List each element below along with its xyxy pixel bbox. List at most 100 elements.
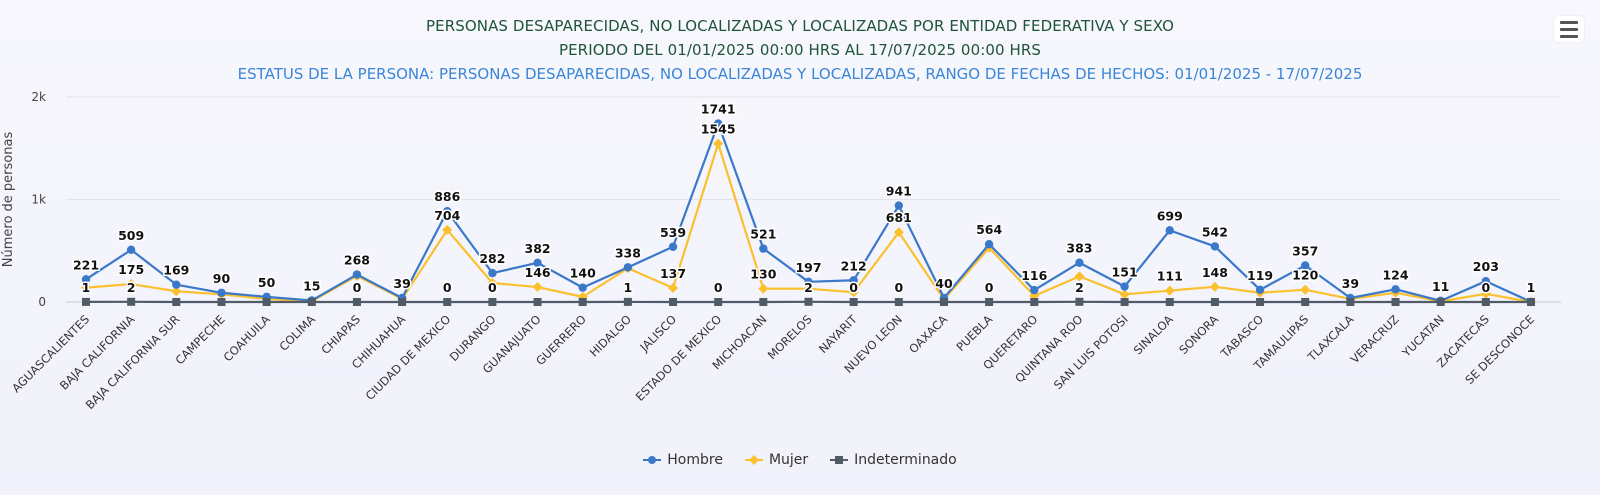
data-label-indeterminado: 1 [624,280,633,295]
data-point-hombre [804,277,813,287]
data-label-hombre: 169 [163,263,189,278]
data-point-mujer [1119,289,1130,300]
y-axis-title: Número de personas [1,132,16,268]
data-point-indeterminado [443,298,452,306]
data-point-hombre [1255,285,1265,295]
data-label-indeterminado: 0 [985,280,994,295]
data-point-indeterminado [488,298,497,306]
data-point-hombre [1030,285,1039,295]
data-label-indeterminado: 0 [714,280,723,295]
data-label-indeterminado: 0 [353,280,362,295]
legend-item-mujer[interactable]: Mujer [744,452,808,468]
menu-bar [1560,34,1578,38]
legend-marker-icon [830,456,849,464]
x-tick-label: AGUASCALIENTES [9,312,92,395]
data-point-indeterminado [1346,298,1355,306]
data-point-mujer [758,283,769,294]
data-point-hombre [1120,282,1129,291]
data-point-mujer [1074,271,1085,282]
data-point-indeterminado [804,297,813,306]
data-point-hombre [984,239,994,249]
data-point-indeterminado [894,298,903,306]
data-label-hombre: 357 [1292,243,1318,258]
legend-marker [648,456,657,464]
legend-item-hombre[interactable]: Hombre [643,452,723,468]
data-point-hombre [1301,261,1310,270]
data-point-hombre [533,258,542,268]
chart-titles: PERSONAS DESAPARECIDAS, NO LOCALIZADAS Y… [0,14,1600,86]
data-point-indeterminado [217,298,226,306]
data-point-indeterminado [307,298,316,306]
data-label-hombre: 338 [615,245,641,260]
data-label-indeterminado: 2 [804,280,813,295]
chart-legend: Hombre Mujer Indeterminado [0,452,1600,468]
data-label-indeterminado: 0 [1481,280,1490,295]
data-point-mujer [1209,281,1220,292]
data-point-mujer [126,279,137,290]
data-point-hombre [668,242,678,251]
data-label-hombre: 39 [1342,276,1359,291]
data-point-mujer [81,282,91,293]
data-label-hombre: 1 [1527,280,1536,295]
data-point-indeterminado [1527,298,1535,306]
data-label-mujer: 681 [886,210,912,225]
hamburger-menu-icon[interactable] [1554,16,1584,42]
data-label-hombre: 116 [1021,268,1047,283]
data-label-mujer: 175 [118,262,144,277]
data-point-indeterminado [623,297,632,306]
x-tick-label: YUCATAN [1399,312,1447,360]
data-point-indeterminado [1256,298,1265,306]
chart-title: PERSONAS DESAPARECIDAS, NO LOCALIZADAS Y… [425,17,1175,35]
data-point-mujer [848,287,859,298]
data-point-indeterminado [262,298,271,306]
data-label-hombre: 50 [258,275,276,290]
data-point-indeterminado [1210,298,1219,306]
x-tick-label: ESTADO DE MEXICO [633,312,725,404]
data-label-indeterminado: 2 [127,280,136,295]
data-point-hombre [623,263,633,272]
data-point-mujer [803,283,814,294]
data-point-indeterminado [172,298,181,306]
data-point-indeterminado [127,297,136,306]
data-label-indeterminado: 1 [82,280,91,295]
x-tick-label: COAHUILA [221,312,273,364]
y-tick-label: 2k [31,90,46,104]
data-point-indeterminado [759,298,768,306]
data-point-hombre [578,283,587,292]
data-point-indeterminado [352,298,361,306]
data-point-hombre [1210,242,1220,251]
data-point-indeterminado [578,298,587,306]
x-tick-label: VERACRUZ [1348,312,1402,366]
y-tick-label: 0 [38,295,46,309]
data-label-hombre: 140 [570,266,596,281]
data-point-indeterminado [849,298,858,306]
legend-marker-icon [643,456,662,464]
data-label-hombre: 886 [434,189,460,204]
data-label-mujer: 111 [1157,269,1183,284]
data-label-hombre: 699 [1157,208,1183,223]
data-point-indeterminado [1165,298,1174,306]
data-label-hombre: 151 [1112,265,1138,280]
data-label-hombre: 383 [1066,241,1092,256]
data-point-indeterminado [714,298,723,306]
data-point-hombre [1391,285,1400,294]
data-label-hombre: 509 [118,228,144,243]
data-point-mujer [442,224,453,235]
data-point-hombre [759,244,768,253]
data-label-hombre: 941 [886,184,912,199]
data-point-hombre [849,276,858,285]
data-label-indeterminado: 0 [488,280,497,295]
data-point-hombre [1075,258,1084,267]
x-tick-label: CHIAPAS [318,312,363,357]
data-point-mujer [171,286,182,297]
data-point-hombre [488,268,497,278]
data-point-hombre [217,288,226,297]
data-label-indeterminado: 0 [443,280,452,295]
y-tick-label: 1k [31,193,46,207]
legend-label: Hombre [667,452,723,468]
data-label-hombre: 39 [393,276,410,291]
x-tick-label: SONORA [1176,312,1221,357]
legend-item-indeterminado[interactable]: Indeterminado [830,452,957,468]
x-tick-label: OAXACA [906,312,950,356]
data-label-mujer: 130 [750,267,776,282]
